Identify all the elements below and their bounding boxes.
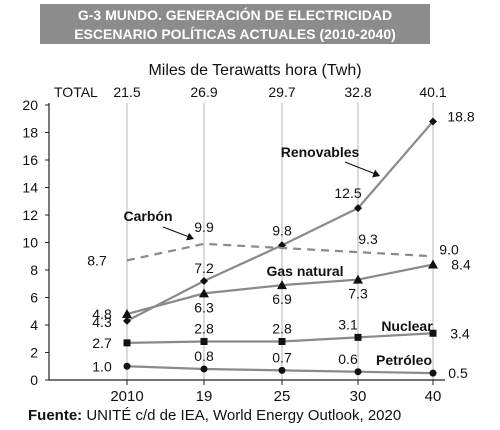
point-nuclear-3 xyxy=(354,333,362,341)
series-name-petr-leo: Petróleo xyxy=(376,352,432,368)
carbon-arrow-line xyxy=(162,226,193,239)
carbon-arrow-head xyxy=(186,232,194,241)
renovables-arrow-line xyxy=(344,161,379,176)
chart-title-line-1: G-3 MUNDO. GENERACIÓN DE ELECTRICIDAD xyxy=(77,7,393,23)
data-label-petr-leo-4: 0.5 xyxy=(448,365,468,381)
data-label-carb-n-1: 9.9 xyxy=(194,219,214,235)
total-value-3: 32.8 xyxy=(344,84,371,100)
series-name-carb-n: Carbón xyxy=(124,208,173,224)
data-label-nuclear-2: 2.8 xyxy=(272,321,292,337)
point-nuclear-0 xyxy=(123,339,131,347)
y-tick-label-16: 16 xyxy=(22,152,38,168)
point-petr-leo-1 xyxy=(200,365,208,373)
data-label-renovables-0: 4.3 xyxy=(92,314,112,330)
series-name-nuclear: Nuclear xyxy=(381,318,433,334)
x-tick-label-0: 2010 xyxy=(110,388,143,405)
data-label-petr-leo-1: 0.8 xyxy=(194,348,214,364)
data-label-nuclear-1: 2.8 xyxy=(194,321,214,337)
data-label-gas-natural-4: 8.4 xyxy=(451,257,471,273)
point-gas-natural-2 xyxy=(277,280,287,290)
source-note: Fuente: UNITÉ c/d de IEA, World Energy O… xyxy=(28,407,401,424)
data-label-gas-natural-0: 4.8 xyxy=(92,306,112,322)
data-label-renovables-3: 12.5 xyxy=(334,185,361,201)
data-label-carb-n-3: 9.3 xyxy=(358,231,378,247)
point-renovables-4 xyxy=(429,117,437,126)
data-label-petr-leo-0: 1.0 xyxy=(92,358,112,374)
y-tick-label-12: 12 xyxy=(22,207,38,223)
series-name-gas-natural: Gas natural xyxy=(266,263,343,279)
point-renovables-0 xyxy=(123,316,131,325)
data-label-gas-natural-3: 7.3 xyxy=(348,286,368,302)
point-gas-natural-1 xyxy=(199,288,209,298)
chart-title-line-2: ESCENARIO POLÍTICAS ACTUALES (2010-2040) xyxy=(74,26,396,42)
data-label-renovables-2: 9.8 xyxy=(272,222,292,238)
y-tick-label-20: 20 xyxy=(22,97,38,113)
total-value-0: 21.5 xyxy=(113,84,140,100)
total-value-2: 29.7 xyxy=(268,84,295,100)
data-label-carb-n-0: 8.7 xyxy=(87,252,107,268)
y-tick-label-6: 6 xyxy=(30,290,38,306)
totals-label: TOTAL xyxy=(54,84,98,100)
point-gas-natural-3 xyxy=(353,274,363,284)
total-value-1: 26.9 xyxy=(190,84,217,100)
point-renovables-3 xyxy=(354,204,362,213)
x-tick-label-1: 19 xyxy=(196,388,213,405)
y-tick-label-14: 14 xyxy=(22,180,38,196)
point-renovables-1 xyxy=(200,277,208,285)
point-petr-leo-2 xyxy=(278,366,286,374)
y-tick-label-18: 18 xyxy=(22,125,38,141)
x-tick-label-2: 25 xyxy=(274,388,291,405)
data-label-gas-natural-2: 6.9 xyxy=(272,291,292,307)
point-gas-natural-0 xyxy=(122,309,132,318)
point-petr-leo-4 xyxy=(429,369,437,377)
chart-title-banner: G-3 MUNDO. GENERACIÓN DE ELECTRICIDAD ES… xyxy=(40,4,430,44)
y-tick-label-2: 2 xyxy=(30,345,38,361)
series-line-carb-n xyxy=(126,242,434,262)
chart-subtitle: Miles de Terawatts hora (Twh) xyxy=(148,62,361,79)
data-label-nuclear-3: 3.1 xyxy=(338,316,358,332)
data-label-nuclear-4: 3.4 xyxy=(450,325,470,341)
data-label-nuclear-0: 2.7 xyxy=(92,335,112,351)
data-label-petr-leo-2: 0.7 xyxy=(272,349,292,365)
y-tick-label-10: 10 xyxy=(22,235,38,251)
data-label-gas-natural-1: 6.3 xyxy=(194,299,214,315)
total-value-4: 40.1 xyxy=(419,84,446,100)
point-nuclear-1 xyxy=(200,338,208,345)
x-tick-label-3: 30 xyxy=(350,388,367,405)
data-label-renovables-4: 18.8 xyxy=(447,109,474,125)
point-nuclear-4 xyxy=(429,329,437,337)
source-text: UNITÉ c/d de IEA, World Energy Outlook, … xyxy=(82,407,402,424)
data-label-petr-leo-3: 0.6 xyxy=(338,351,358,367)
point-petr-leo-3 xyxy=(354,368,362,376)
x-tick-label-4: 40 xyxy=(425,388,442,405)
data-label-carb-n-4: 9.0 xyxy=(439,241,459,257)
data-label-renovables-1: 7.2 xyxy=(194,260,214,276)
y-tick-label-8: 8 xyxy=(30,262,38,278)
point-gas-natural-4 xyxy=(428,259,438,269)
series-name-renovables: Renovables xyxy=(281,144,360,160)
y-tick-label-4: 4 xyxy=(30,317,38,333)
y-tick-label-0: 0 xyxy=(30,372,38,388)
source-label: Fuente: xyxy=(28,407,83,424)
renovables-arrow-head xyxy=(372,169,380,178)
point-nuclear-2 xyxy=(278,338,286,345)
point-petr-leo-0 xyxy=(123,362,131,370)
